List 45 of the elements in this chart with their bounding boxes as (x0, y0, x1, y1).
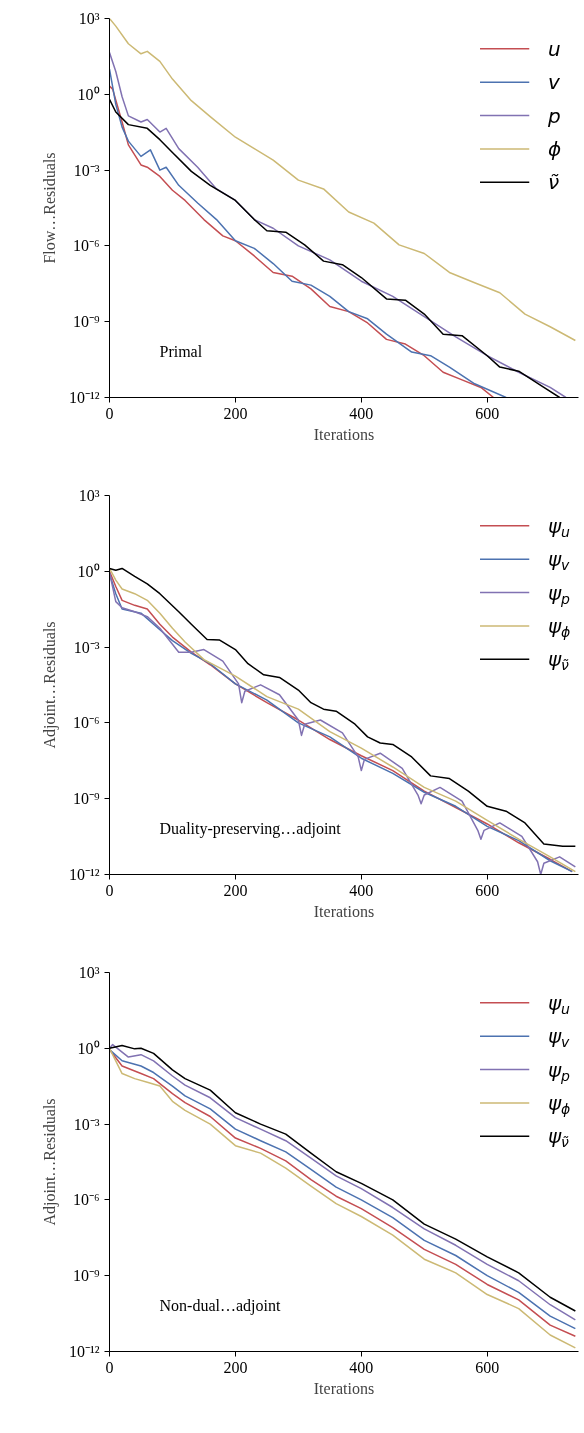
line-series (109, 18, 577, 342)
annotation: Duality-preserving…adjoint (159, 819, 342, 838)
y-axis-title: Adjoint…Residuals (40, 621, 59, 749)
legend-label: ν̃ (548, 170, 560, 195)
y-axis-title: Adjoint…Residuals (40, 1098, 59, 1226)
y-tick-label: 10⁻³ (73, 161, 100, 179)
x-tick-label: 200 (223, 404, 248, 422)
legend-label: u (548, 36, 561, 61)
x-tick-label: 0 (105, 881, 114, 899)
y-tick-label: 10⁻⁹ (72, 790, 100, 808)
y-tick-label: 10⁻¹² (68, 866, 100, 883)
y-tick-label: 10⁻¹² (68, 1343, 100, 1360)
x-tick-label: 600 (475, 881, 500, 899)
x-axis-title: Iterations (313, 902, 375, 920)
legend-label: v (548, 70, 562, 95)
y-tick-label: 10⁰ (77, 85, 100, 103)
y-tick-label: 10⁻³ (73, 1115, 100, 1133)
y-tick-label: 10⁻⁶ (72, 714, 100, 732)
y-tick-label: 10⁻⁶ (72, 1191, 100, 1209)
x-tick-label: 400 (349, 881, 374, 899)
y-tick-label: 10³ (78, 964, 100, 981)
x-tick-label: 600 (475, 404, 500, 422)
legend-label: ϕ (548, 136, 562, 161)
x-tick-label: 0 (105, 1358, 114, 1376)
x-tick-label: 200 (223, 1358, 248, 1376)
y-tick-label: 10⁻¹² (68, 389, 100, 406)
y-tick-label: 10³ (78, 487, 100, 504)
x-tick-label: 600 (475, 1358, 500, 1376)
annotation: Primal (159, 342, 203, 360)
y-tick-label: 10⁻⁶ (72, 237, 100, 255)
annotation: Non-dual…adjoint (159, 1296, 281, 1315)
y-axis-title: Flow…Residuals (40, 152, 58, 264)
y-tick-label: 10⁰ (77, 1039, 100, 1057)
x-tick-label: 200 (223, 881, 248, 899)
y-tick-label: 10⁻⁹ (72, 313, 100, 331)
y-tick-label: 10⁰ (77, 562, 100, 580)
x-tick-label: 0 (105, 404, 114, 422)
x-axis-title: Iterations (313, 425, 375, 443)
y-tick-label: 10⁻⁹ (72, 1267, 100, 1285)
y-tick-label: 10⁻³ (73, 638, 100, 656)
x-axis-title: Iterations (313, 1379, 375, 1397)
x-tick-label: 400 (349, 1358, 374, 1376)
x-tick-label: 400 (349, 404, 374, 422)
y-tick-label: 10³ (78, 10, 100, 27)
legend-label: p (547, 103, 561, 128)
